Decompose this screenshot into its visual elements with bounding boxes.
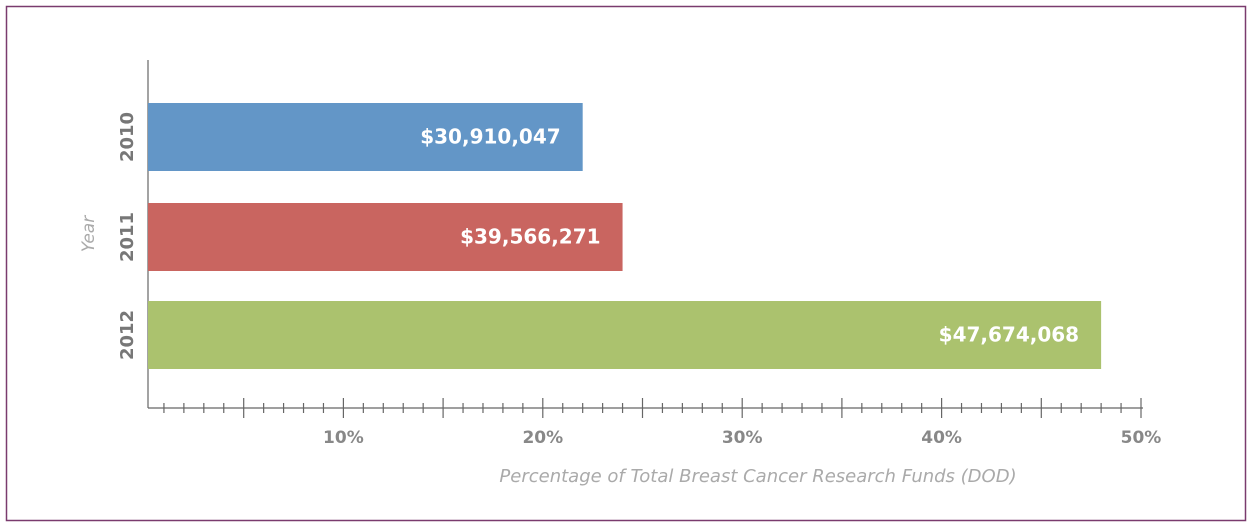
frame <box>5 5 1247 522</box>
bar <box>148 301 1102 369</box>
y-tick-label: 2010 <box>117 112 138 162</box>
x-tick-label: 40% <box>921 428 962 448</box>
y-tick-label: 2011 <box>117 212 138 262</box>
bar-label: $47,674,068 <box>939 323 1079 347</box>
y-axis-title: Year <box>79 215 99 252</box>
x-tick-label: 30% <box>722 428 763 448</box>
y-tick-label: 2012 <box>117 310 138 360</box>
x-tick-label: 10% <box>323 428 364 448</box>
bar-label: $30,910,047 <box>420 125 560 149</box>
x-tick-label: 50% <box>1121 428 1162 448</box>
x-tick-label: 20% <box>522 428 563 448</box>
bar <box>148 103 583 171</box>
bar <box>148 203 623 271</box>
bar-label: $39,566,271 <box>460 225 600 249</box>
x-axis-title: Percentage of Total Breast Cancer Resear… <box>499 466 1016 487</box>
